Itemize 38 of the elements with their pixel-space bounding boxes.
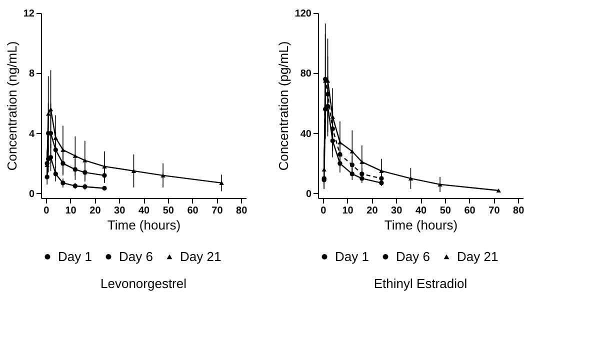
legend-label: Day 21 [457,248,498,264]
x-tick-label: 50 [162,206,174,216]
x-tick-label: 10 [65,206,77,216]
x-tick-label: 30 [391,206,403,216]
text: Levonorgestrel [100,276,187,291]
x-tick-label: 60 [464,206,476,216]
x-tick-label: 70 [212,206,224,216]
x-tick-label: 80 [513,206,525,216]
legend-label: Day 1 [58,248,92,264]
y-tick-label: 0 [28,188,35,200]
x-tick-label: 40 [415,206,427,216]
text: Ethinyl Estradiol [374,276,468,291]
y-axis-title: Concentration (ng/mL) [4,41,20,171]
x-tick-label: 70 [488,206,500,216]
y-axis-title: Concentration (pg/mL) [276,41,291,171]
x-tick-label: 10 [342,206,354,216]
legend-label: Day 6 [119,248,153,264]
x-tick-label: 20 [366,206,378,216]
x-tick-label: 60 [187,206,199,216]
y-tick-label: 12 [23,8,35,20]
x-tick-label: 80 [236,206,248,216]
x-axis-title: Time (hours) [107,218,181,232]
x-tick-label: 0 [320,206,327,216]
y-tick-label: 80 [300,68,312,80]
x-tick-label: 0 [44,206,50,216]
legend-label: Day 6 [396,248,430,264]
legend-label: Day 21 [180,248,222,264]
y-tick-label: 4 [28,128,35,140]
y-tick-label: 40 [300,128,312,140]
x-tick-label: 20 [90,206,102,216]
x-axis-title: Time (hours) [384,218,458,232]
y-tick-label: 8 [28,68,35,80]
legend-label: Day 1 [335,248,369,264]
x-tick-label: 40 [138,206,150,216]
x-tick-label: 30 [114,206,126,216]
y-tick-label: 0 [306,188,312,200]
x-tick-label: 50 [440,206,452,216]
y-tick-label: 120 [294,8,312,20]
